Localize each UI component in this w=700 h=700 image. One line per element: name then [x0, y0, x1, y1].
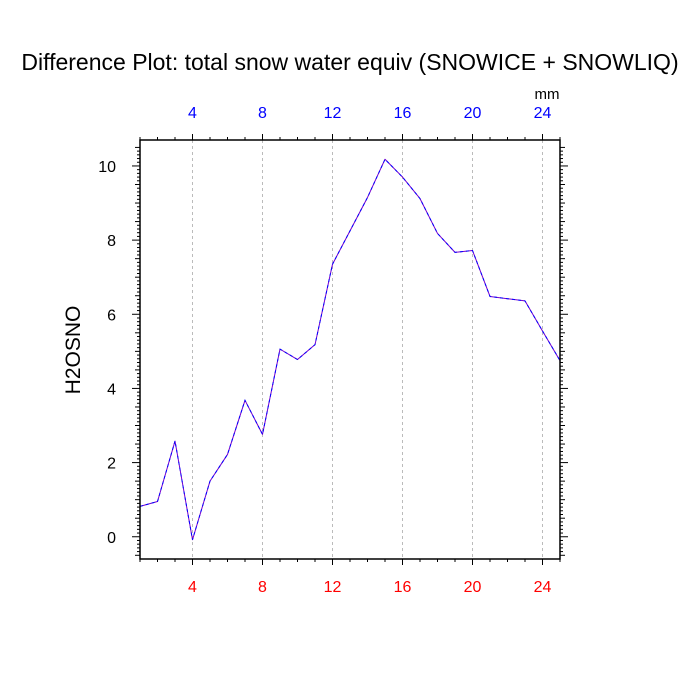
y-tick-label-0: 0	[107, 530, 116, 547]
top-axis-units: mm	[535, 86, 560, 103]
series-layer	[139, 158, 561, 541]
x-tick-label-bottom-16: 16	[394, 579, 412, 596]
x-tick-label-bottom-12: 12	[324, 579, 342, 596]
x-tick-label-top-16: 16	[394, 105, 412, 122]
series-line	[139, 158, 561, 541]
x-tick-label-bottom-8: 8	[258, 579, 267, 596]
x-tick-label-top-8: 8	[258, 105, 267, 122]
plot-frame	[139, 139, 561, 560]
x-tick-label-bottom-24: 24	[534, 579, 552, 596]
y-tick-label-8: 8	[107, 233, 116, 250]
x-tick-label-top-20: 20	[464, 105, 482, 122]
x-tick-label-bottom-20: 20	[464, 579, 482, 596]
x-tick-label-top-24: 24	[534, 105, 552, 122]
chart-title: Difference Plot: total snow water equiv …	[21, 49, 678, 75]
y-tick-label-10: 10	[98, 159, 116, 176]
grid-lines	[192, 140, 543, 559]
y-tick-label-2: 2	[107, 456, 116, 473]
x-tick-label-top-12: 12	[324, 105, 342, 122]
y-tick-label-6: 6	[107, 307, 116, 324]
series-line-dash	[139, 158, 561, 540]
x-tick-label-top-4: 4	[188, 105, 197, 122]
y-axis-label: H2OSNO	[62, 306, 85, 395]
axes	[132, 134, 568, 565]
x-tick-label-bottom-4: 4	[188, 579, 197, 596]
y-tick-label-4: 4	[107, 381, 116, 398]
